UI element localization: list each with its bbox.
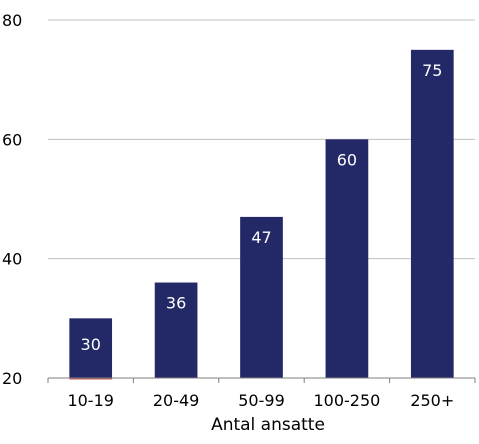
x-axis-tick-labels: 10-19 20-49 50-99 100-250 250+ [67, 391, 454, 410]
x-tick-label-50-99: 50-99 [238, 391, 285, 410]
data-label-50-99: 47 [251, 228, 271, 247]
bar-50-99 [240, 216, 283, 378]
bar-250+ [410, 49, 454, 378]
x-axis [47, 377, 476, 383]
bar-10-19 [69, 318, 113, 378]
bars [69, 49, 454, 378]
bar-100-250 [325, 139, 369, 378]
data-label-20-49: 36 [166, 294, 186, 313]
data-label-100-250: 60 [337, 150, 357, 169]
data-label-10-19: 30 [81, 335, 101, 354]
y-tick-label-20: 20 [2, 369, 22, 388]
x-tick-label-20-49: 20-49 [153, 391, 200, 410]
y-tick-label-80: 80 [2, 11, 22, 30]
y-axis-tick-labels: 20 40 60 80 [2, 11, 22, 388]
y-tick-label-40: 40 [2, 250, 22, 269]
x-tick-label-10-19: 10-19 [67, 391, 114, 410]
bar-20-49 [154, 282, 198, 378]
data-label-250+: 75 [422, 61, 442, 80]
x-axis-title: Antal ansatte [211, 415, 325, 435]
x-tick-label-250+: 250+ [410, 391, 454, 410]
x-tick-label-100-250: 100-250 [313, 391, 380, 410]
data-labels: 30 36 47 60 75 [81, 61, 443, 354]
y-tick-label-60: 60 [2, 130, 22, 149]
